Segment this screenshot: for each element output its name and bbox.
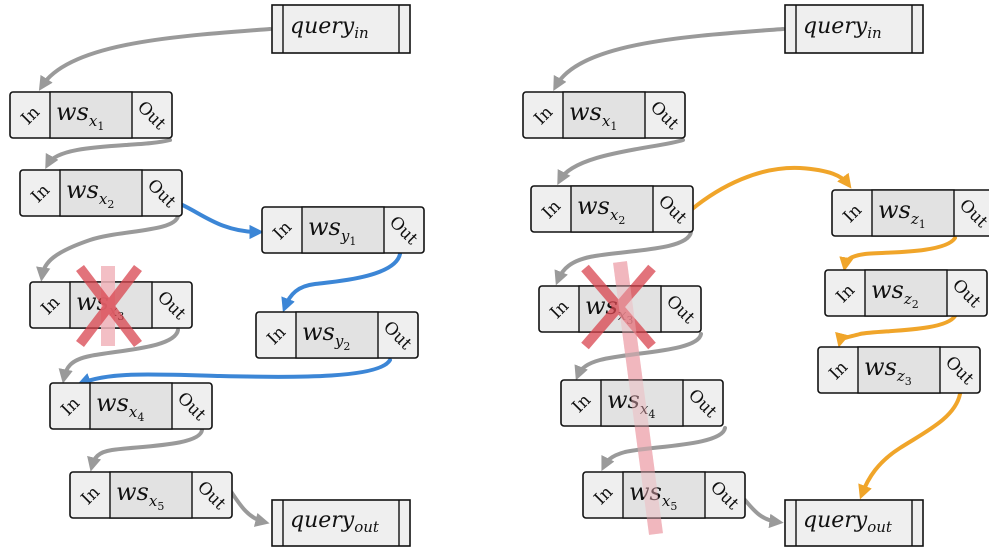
node-label: wsx4 bbox=[607, 386, 655, 421]
edge-x4-to-x5 bbox=[87, 428, 204, 472]
failure-cross-icon bbox=[581, 264, 656, 350]
node-label: wsx1 bbox=[56, 98, 104, 133]
bypass-strike-overlay bbox=[613, 261, 663, 535]
node-label: wsx4 bbox=[96, 389, 144, 424]
terminal-frame bbox=[784, 4, 924, 54]
edge-x1-to-x2 bbox=[45, 138, 172, 170]
node-label: wsy1 bbox=[308, 213, 356, 248]
edge-x5-to-query-out-right bbox=[743, 498, 784, 529]
edge-x3-to-x4-right bbox=[574, 332, 703, 381]
node-body bbox=[295, 311, 379, 359]
terminal-frame bbox=[271, 499, 411, 547]
terminal-label: queryout bbox=[803, 508, 893, 536]
node-label: wsx2 bbox=[577, 192, 625, 227]
edge-x2-to-x3 bbox=[36, 214, 180, 282]
node-body bbox=[109, 471, 193, 519]
edge-y1-to-y2 bbox=[281, 252, 402, 313]
edge-x4-to-x5-right bbox=[601, 426, 727, 472]
edge-layer bbox=[36, 27, 962, 529]
query-out-terminal-right: queryout bbox=[784, 499, 924, 547]
terminal-label: queryout bbox=[290, 508, 380, 536]
node-body bbox=[857, 346, 941, 394]
edge-z2-to-z3 bbox=[835, 314, 957, 348]
terminal-label: queryin bbox=[803, 14, 882, 42]
node-body bbox=[562, 91, 646, 139]
failure-cross-icon bbox=[76, 264, 142, 348]
node-body bbox=[600, 379, 684, 427]
edge-query-in-to-x1 bbox=[38, 27, 272, 91]
node-body bbox=[49, 91, 133, 139]
failure-mark-layer bbox=[76, 261, 663, 535]
edge-x5-to-query-out bbox=[228, 488, 270, 527]
node-label: wsz3 bbox=[864, 353, 912, 388]
node-body bbox=[59, 169, 143, 217]
terminal-frame bbox=[784, 499, 924, 547]
edge-x2-to-z1 bbox=[689, 165, 852, 212]
node-body bbox=[301, 206, 385, 254]
query-in-terminal-right: queryin bbox=[784, 4, 924, 54]
query-out-terminal-left: queryout bbox=[271, 499, 411, 547]
edge-x3-to-x4 bbox=[58, 328, 180, 384]
edge-z3-to-query-out bbox=[858, 392, 962, 500]
query-in-terminal-left: queryin bbox=[271, 4, 411, 54]
node-label: wsz1 bbox=[878, 196, 926, 231]
node-label: wsx5 bbox=[629, 478, 677, 513]
edge-x2-to-x3-right bbox=[554, 230, 693, 286]
node-body bbox=[622, 471, 706, 519]
node-label: wsx2 bbox=[66, 176, 114, 211]
node-body bbox=[871, 189, 955, 237]
edge-z1-to-z2 bbox=[839, 236, 957, 272]
edge-query-in-to-x1-right bbox=[553, 27, 785, 92]
node-label: wsx5 bbox=[116, 478, 164, 513]
node-label: wsz2 bbox=[871, 276, 919, 311]
terminal-frame bbox=[271, 4, 411, 54]
node-body bbox=[570, 185, 654, 233]
node-body bbox=[89, 382, 173, 430]
node-label: wsx1 bbox=[569, 98, 617, 133]
terminal-label: queryin bbox=[290, 14, 369, 42]
edge-y2-to-x4 bbox=[76, 358, 392, 387]
node-label: wsy2 bbox=[302, 318, 350, 353]
node-body bbox=[864, 269, 948, 317]
edge-x1-to-x2-right bbox=[557, 138, 685, 186]
edge-x2-to-y1 bbox=[176, 201, 264, 240]
